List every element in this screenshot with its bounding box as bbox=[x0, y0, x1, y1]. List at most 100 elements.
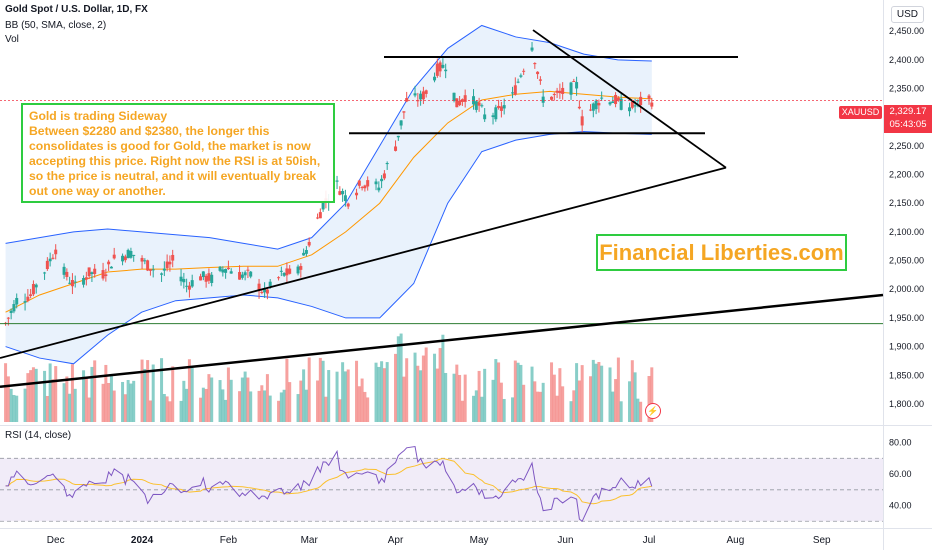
volume-bar bbox=[143, 368, 147, 422]
volume-bar bbox=[616, 357, 620, 422]
volume-bar bbox=[343, 371, 347, 422]
volume-bar bbox=[93, 360, 97, 422]
candle-body bbox=[614, 94, 618, 105]
volume-bar bbox=[12, 394, 16, 422]
brand-watermark[interactable]: Financial Liberties.com bbox=[596, 234, 847, 271]
candle-body bbox=[249, 271, 253, 277]
candle-body bbox=[647, 95, 651, 99]
volume-indicator-label[interactable]: Vol bbox=[5, 34, 19, 45]
candle-body bbox=[68, 282, 72, 284]
volume-bar bbox=[619, 401, 623, 422]
lightning-icon[interactable]: ⚡ bbox=[645, 403, 661, 419]
bb-indicator-label[interactable]: BB (50, SMA, close, 2) bbox=[5, 20, 107, 31]
volume-bar bbox=[541, 382, 545, 422]
volume-bar bbox=[185, 388, 189, 422]
rsi-line bbox=[5, 445, 653, 523]
candle-body bbox=[616, 97, 620, 101]
volume-bar bbox=[101, 383, 105, 422]
volume-bar bbox=[302, 369, 306, 422]
rsi-ma-line bbox=[5, 457, 652, 505]
volume-bar bbox=[335, 371, 339, 422]
candle-body bbox=[318, 212, 322, 219]
volume-bar bbox=[513, 360, 517, 422]
time-tick-label: Jul bbox=[643, 535, 656, 546]
candle-body bbox=[550, 96, 554, 100]
annotation-box[interactable]: Gold is trading Sideway Between $2280 an… bbox=[21, 103, 335, 203]
candle-body bbox=[302, 252, 306, 256]
rsi-tick-label: 60.00 bbox=[889, 469, 912, 479]
volume-bar bbox=[182, 380, 186, 422]
volume-bar bbox=[84, 377, 88, 422]
volume-bar bbox=[126, 380, 130, 422]
volume-bar bbox=[433, 353, 437, 422]
candle-body bbox=[246, 269, 250, 271]
candle-body bbox=[424, 90, 428, 94]
candle-body bbox=[502, 105, 506, 109]
volume-bar bbox=[421, 355, 425, 422]
volume-bar bbox=[530, 366, 534, 422]
volume-bar bbox=[43, 370, 47, 422]
volume-bar bbox=[151, 364, 155, 422]
volume-bar bbox=[109, 373, 113, 422]
candle-body bbox=[129, 250, 133, 258]
candle-body bbox=[126, 249, 130, 259]
price-tick-label: 1,950.00 bbox=[889, 313, 924, 323]
candle-body bbox=[455, 98, 459, 108]
bar-countdown: 05:43:05 bbox=[889, 119, 927, 130]
candle-body bbox=[123, 256, 127, 261]
candle-body bbox=[619, 98, 623, 110]
volume-bar bbox=[366, 397, 370, 422]
candle-body bbox=[463, 95, 467, 102]
volume-bar bbox=[221, 389, 225, 422]
candle-body bbox=[296, 266, 300, 274]
candle-body bbox=[243, 272, 247, 276]
candle-body bbox=[229, 271, 233, 274]
candle-body bbox=[516, 81, 520, 83]
candle-body bbox=[628, 107, 632, 112]
rsi-indicator-label[interactable]: RSI (14, close) bbox=[5, 430, 72, 441]
candle-body bbox=[160, 273, 164, 275]
symbol-title[interactable]: Gold Spot / U.S. Dollar, 1D, FX bbox=[5, 4, 148, 15]
volume-bar bbox=[502, 398, 506, 422]
volume-bar bbox=[480, 396, 484, 422]
candle-body bbox=[165, 261, 169, 268]
candle-body bbox=[541, 96, 545, 103]
candle-body bbox=[483, 114, 487, 120]
price-tick-label: 2,000.00 bbox=[889, 284, 924, 294]
candle-body bbox=[307, 241, 311, 246]
candle-body bbox=[90, 272, 94, 275]
candle-body bbox=[343, 195, 347, 201]
volume-bar bbox=[179, 400, 183, 422]
price-tick-label: 2,350.00 bbox=[889, 84, 924, 94]
volume-bar bbox=[460, 400, 464, 422]
price-tick-label: 2,050.00 bbox=[889, 256, 924, 266]
volume-bar bbox=[575, 363, 579, 422]
volume-bar bbox=[497, 362, 501, 422]
volume-bar bbox=[633, 372, 637, 422]
candle-body bbox=[190, 280, 194, 287]
candle-body bbox=[357, 180, 361, 186]
candle-body bbox=[413, 93, 417, 96]
bb-lower-line bbox=[5, 131, 652, 365]
candle-body bbox=[366, 180, 370, 187]
volume-bar bbox=[589, 376, 593, 422]
candle-body bbox=[82, 278, 86, 285]
volume-bar bbox=[522, 384, 526, 422]
volume-bar bbox=[636, 398, 640, 422]
candle-body bbox=[538, 79, 542, 81]
volume-bar bbox=[399, 333, 403, 422]
volume-bar bbox=[477, 370, 481, 422]
candle-body bbox=[575, 82, 579, 89]
candle-body bbox=[260, 292, 264, 294]
currency-button[interactable]: USD bbox=[890, 6, 924, 23]
last-price-label: 2,329.17 05:43:05 bbox=[884, 105, 932, 133]
volume-bar bbox=[162, 394, 166, 422]
volume-bar bbox=[6, 376, 10, 422]
volume-bar bbox=[104, 364, 108, 422]
volume-bar bbox=[34, 368, 38, 422]
candle-body bbox=[533, 62, 537, 65]
volume-bar bbox=[552, 374, 556, 422]
candle-body bbox=[335, 180, 339, 182]
volume-bar bbox=[229, 379, 233, 422]
